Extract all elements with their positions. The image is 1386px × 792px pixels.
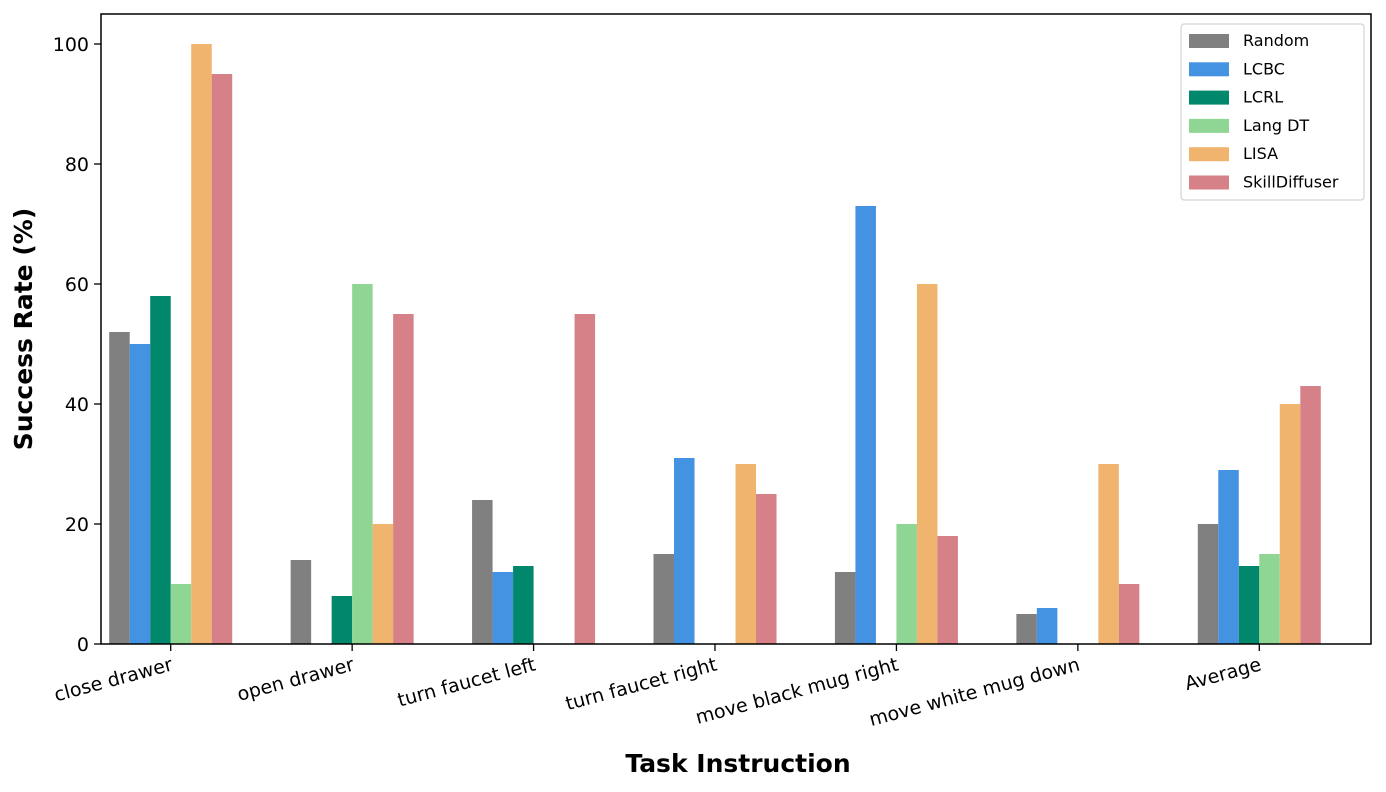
x-tick-label: move white mug down [867, 654, 1082, 731]
y-axis-title: Success Rate (%) [9, 208, 38, 451]
bar [756, 494, 777, 644]
x-tick-label: Average [1183, 654, 1264, 695]
bar [109, 332, 130, 644]
bar [472, 500, 493, 644]
x-tick-label: turn faucet right [563, 654, 719, 716]
bar [1098, 464, 1119, 644]
legend-label: LCBC [1243, 59, 1285, 78]
bar [735, 464, 756, 644]
bar [290, 560, 312, 644]
bar [170, 584, 192, 644]
bar [191, 44, 212, 644]
legend-label: LCRL [1243, 88, 1283, 107]
y-tick-label: 80 [65, 154, 89, 176]
x-tick-label: turn faucet left [395, 654, 538, 712]
bar [834, 572, 856, 644]
bar [129, 344, 151, 644]
series-skilldiffuser [211, 74, 1321, 644]
series-lcbc [129, 206, 1239, 644]
bar [1118, 584, 1140, 644]
bar [352, 284, 373, 644]
series-lisa [191, 44, 1301, 644]
bar [492, 572, 514, 644]
legend-swatch [1189, 147, 1229, 162]
bar [1300, 386, 1321, 644]
legend-swatch [1189, 118, 1229, 133]
y-axis: 0 20 40 60 80 100 [53, 34, 101, 656]
bar [674, 458, 695, 644]
y-tick-label: 100 [53, 34, 89, 56]
series-lang-dt [170, 284, 1280, 644]
y-tick-label: 20 [65, 514, 89, 536]
legend: Random LCBC LCRL Lang DT LISA SkillDiffuser [1180, 23, 1365, 201]
bar [653, 554, 674, 644]
bar [331, 596, 353, 644]
bar [1016, 614, 1037, 644]
bar [1036, 608, 1058, 644]
bar [1259, 554, 1280, 644]
x-axis: close drawer open drawer turn faucet left t… [52, 644, 1264, 731]
y-tick-label: 0 [77, 634, 89, 656]
y-tick-label: 40 [65, 394, 89, 416]
legend-label: LISA [1243, 144, 1278, 163]
y-tick-label: 60 [65, 274, 89, 296]
legend-swatch [1189, 62, 1229, 77]
bar [1218, 470, 1239, 644]
bar [896, 524, 917, 644]
bar [574, 314, 596, 644]
bar [916, 284, 938, 644]
series-random [109, 332, 1219, 644]
bar [1279, 404, 1301, 644]
bars-layer [109, 44, 1321, 644]
legend-swatch [1189, 90, 1229, 105]
x-tick-label: close drawer [52, 654, 175, 707]
bar [211, 74, 233, 644]
series-lcrl [150, 296, 1260, 644]
bar [393, 314, 414, 644]
legend-label: SkillDiffuser [1243, 173, 1339, 192]
legend-swatch [1189, 175, 1229, 190]
bar [937, 536, 958, 644]
bar [1197, 524, 1219, 644]
plot-frame [100, 13, 1372, 645]
legend-label: Lang DT [1243, 116, 1309, 135]
bar [372, 524, 394, 644]
x-tick-label: open drawer [235, 654, 357, 706]
bar [150, 296, 171, 644]
bar [1238, 566, 1260, 644]
bar [855, 206, 876, 644]
x-axis-title: Task Instruction [625, 749, 850, 778]
legend-swatch [1189, 34, 1229, 48]
bar [513, 566, 534, 644]
legend-label: Random [1243, 31, 1309, 50]
